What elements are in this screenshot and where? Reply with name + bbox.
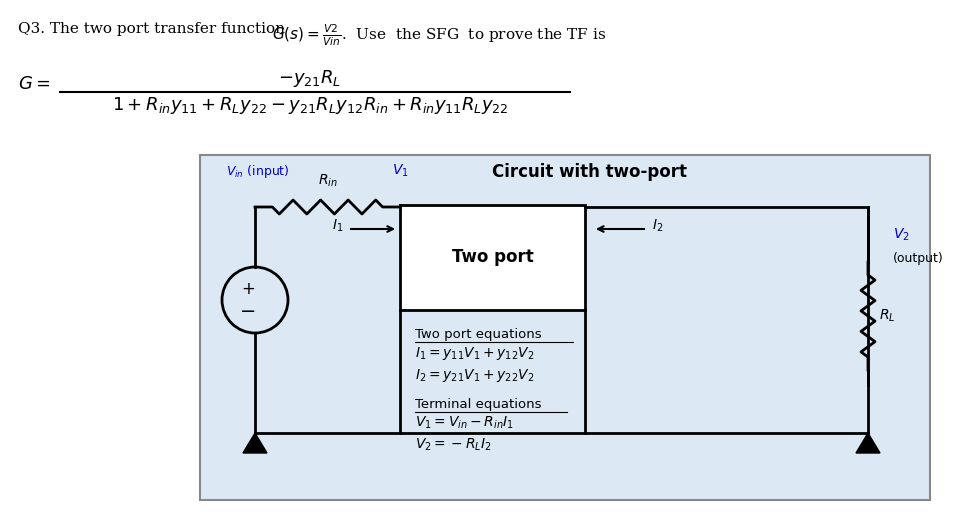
Text: $V_2$: $V_2$ xyxy=(893,227,910,243)
Text: $V_2 = -R_L I_2$: $V_2 = -R_L I_2$ xyxy=(415,437,492,454)
Text: $G=$: $G=$ xyxy=(18,75,51,93)
Text: $I_2$: $I_2$ xyxy=(652,218,663,234)
Text: −: − xyxy=(240,303,256,322)
Text: $V_1$: $V_1$ xyxy=(391,163,409,179)
Text: $G(s) = \frac{V2}{Vin}$.  Use  the SFG  to prove the TF is: $G(s) = \frac{V2}{Vin}$. Use the SFG to … xyxy=(272,22,606,48)
Text: Two port equations: Two port equations xyxy=(415,328,542,341)
FancyBboxPatch shape xyxy=(200,155,930,500)
Text: $I_2 = y_{21}V_1 + y_{22}V_2$: $I_2 = y_{21}V_1 + y_{22}V_2$ xyxy=(415,367,534,384)
Polygon shape xyxy=(243,433,267,453)
Text: $V_1 = V_{in} - R_{in}I_1$: $V_1 = V_{in} - R_{in}I_1$ xyxy=(415,415,514,432)
Text: Q3. The two port transfer function: Q3. The two port transfer function xyxy=(18,22,295,36)
Text: $I_1$: $I_1$ xyxy=(332,218,343,234)
Text: $R_{in}$: $R_{in}$ xyxy=(318,173,338,189)
Text: Circuit with two-port: Circuit with two-port xyxy=(493,163,687,181)
Text: $R_L$: $R_L$ xyxy=(879,308,896,324)
Text: Two port: Two port xyxy=(452,248,533,267)
Text: Terminal equations: Terminal equations xyxy=(415,398,542,411)
Text: (output): (output) xyxy=(893,252,944,265)
Text: $-y_{21}R_L$: $-y_{21}R_L$ xyxy=(278,68,342,89)
Text: $V_{in}$ (input): $V_{in}$ (input) xyxy=(226,163,290,180)
Text: +: + xyxy=(241,280,255,298)
Polygon shape xyxy=(856,433,880,453)
Text: $1+ R_{in}y_{11} + R_L y_{22} - y_{21}R_L y_{12}R_{in} + R_{in}y_{11}R_L y_{22}$: $1+ R_{in}y_{11} + R_L y_{22} - y_{21}R_… xyxy=(112,95,508,116)
Text: $I_1 = y_{11}V_1 + y_{12}V_2$: $I_1 = y_{11}V_1 + y_{12}V_2$ xyxy=(415,345,534,362)
FancyBboxPatch shape xyxy=(400,205,585,310)
